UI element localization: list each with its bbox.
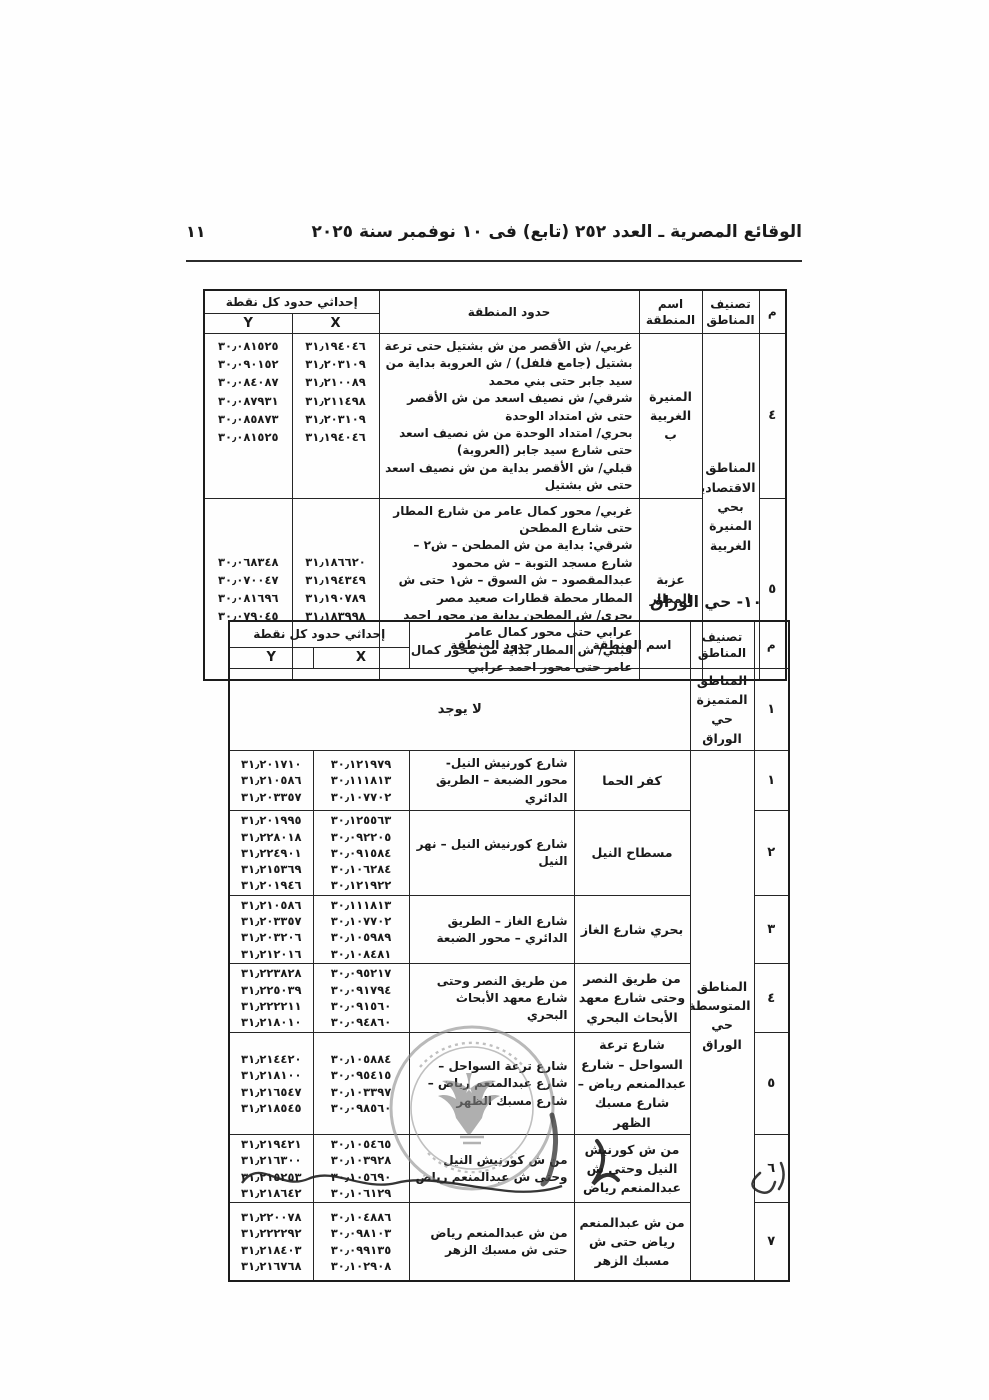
zone-bounds-cell: شارع ترعة السواحل – شارع عبدالمنعم رياض … bbox=[408, 1032, 575, 1135]
coord-x-cell: ٣٠٫١١١٨١٣ ٣٠٫١٠٧٧٠٢ ٣٠٫١٠٥٩٨٩ ٣٠٫١٠٨٤٨١ bbox=[312, 894, 410, 965]
coord-x-cell: ٣٠٫٠٩٥٢١٧ ٣٠٫٠٩١٧٩٤ ٣٠٫٠٩١٥٦٠ ٣٠٫٠٩٤٨٦٠ bbox=[312, 963, 410, 1034]
col-header-coords: إحداثي حدود كل نقطة bbox=[228, 620, 410, 648]
row-number: ٦ bbox=[753, 1133, 790, 1204]
zone-bounds-cell: من طريق النصر وحتى شارع معهد الأبحاث الب… bbox=[408, 963, 575, 1034]
coord-y-cell: ٣١٫٢١٩٤٢١ ٣١٫٢١٦٣٠٠ ٣١٫٢١٥٢٥٣ ٣١٫٢١٨٦٤٢ bbox=[228, 1133, 314, 1204]
col-header-zone-bounds: حدود المنطقة bbox=[378, 289, 640, 335]
gazette-title: الوقائع المصرية ـ العدد ٢٥٢ (تابع) فى ١٠… bbox=[311, 222, 802, 242]
zone-name-cell: بحري شارع الغاز bbox=[573, 894, 691, 965]
table-row: ٣ بحري شارع الغاز شارع الغاز – الطريق ال… bbox=[228, 894, 790, 965]
table-row: ٢ مسطاح النيل شارع كورنيش النيل – نهر ال… bbox=[228, 810, 790, 896]
table-row: ٤ من طريق النصر وحتى شارع معهد الأبحاث ا… bbox=[228, 963, 790, 1034]
col-header-classification: تصنيف المناطق bbox=[689, 620, 755, 669]
coord-x-cell: ٣٠٫١٢١٩٧٩ ٣٠٫١١١٨١٣ ٣٠٫١٠٧٧٠٢ bbox=[312, 749, 410, 812]
col-header-zone-name: اسم المنطقة bbox=[638, 289, 703, 335]
col-header-num: م bbox=[758, 289, 787, 335]
table-row: ١ المناطق المتوسطة حي الوراق كفر الحما ش… bbox=[228, 749, 790, 1282]
warraq-section-title: ١٠- حي الوراق bbox=[650, 593, 762, 611]
table-row: ١ المناطق المتميزة حي الوراق لا يوجد bbox=[228, 667, 790, 751]
page-number: ١١ bbox=[186, 222, 206, 241]
zone-name-cell: شارع ترعة السواحل – شارع عبدالمنعم رياض … bbox=[573, 1032, 691, 1135]
row-number: ٤ bbox=[758, 333, 787, 499]
col-header-coords: إحداثي حدود كل نقطة bbox=[203, 289, 380, 314]
row-number: ٢ bbox=[753, 810, 790, 896]
col-header-zone-bounds: حدود المنطقة bbox=[408, 620, 575, 669]
zone-bounds-cell: شارع كورنيش النيل – نهر النيل bbox=[408, 810, 575, 896]
classification-cell: المناطق المتميزة حي الوراق bbox=[689, 667, 755, 751]
coord-y-cell: ٣١٫٢١٤٤٢٠ ٣١٫٢١٨١٠٠ ٣١٫٢١٦٥٤٧ ٣١٫٢١٨٥٤٥ bbox=[228, 1032, 314, 1135]
coord-y-cell: ٣١٫٢٠١٩٩٥ ٣١٫٢٢٨٠١٨ ٣١٫٢٢٤٩٠١ ٣١٫٢١٥٣٦٩ … bbox=[228, 810, 314, 896]
coord-x-cell: ٣٠٫١٢٥٥٦٣ ٣٠٫٠٩٢٢٠٥ ٣٠٫٠٩١٥٨٤ ٣٠٫١٠٦٢٨٤ … bbox=[312, 810, 410, 896]
coord-y-cell: ٣١٫٢٢٠٠٧٨ ٣١٫٢٢٢٢٩٢ ٣١٫٢١٨٤٠٣ ٣١٫٢١٦٧٦٨ bbox=[228, 1202, 314, 1282]
zone-name-cell: المنيرة الغربية ب bbox=[638, 333, 703, 499]
col-header-x: X bbox=[312, 646, 410, 669]
col-header-classification: تصنيف المناطق bbox=[701, 289, 760, 335]
zone-name-cell: من ش عبدالمنعم رياض حتى ش مسبك الزهر bbox=[573, 1202, 691, 1282]
zone-name-cell: من طريق النصر وحتى شارع معهد الأبحاث الب… bbox=[573, 963, 691, 1034]
classification-cell: المناطق المتوسطة حي الوراق bbox=[689, 749, 755, 1282]
zone-bounds-cell: شارع كورنيش النيل- محور الضبعة – الطريق … bbox=[408, 749, 575, 812]
table-row: ٤ المناطق الاقتصادية بحي المنيرة الغربية… bbox=[203, 333, 787, 681]
row-number: ١ bbox=[753, 749, 790, 812]
zone-name-cell: مسطاح النيل bbox=[573, 810, 691, 896]
col-header-num: م bbox=[753, 620, 790, 669]
row-number: ١ bbox=[753, 667, 790, 751]
no-zones-note: لا يوجد bbox=[228, 667, 691, 751]
col-header-y: Y bbox=[228, 646, 314, 669]
zone-bounds-cell: من ش عبدالمنعم رياض حتى ش مسبك الزهر bbox=[408, 1202, 575, 1282]
row-number: ٣ bbox=[753, 894, 790, 965]
row-number: ٧ bbox=[753, 1202, 790, 1282]
coord-x-cell: ٣٠٫١٠٥٨٨٤ ٣٠٫٠٩٥٤١٥ ٣٠٫١٠٣٣٩٧ ٣٠٫٠٩٨٥٦٠ bbox=[312, 1032, 410, 1135]
col-header-zone-name: اسم المنطقة bbox=[573, 620, 691, 669]
row-number: ٥ bbox=[753, 1032, 790, 1135]
zone-name-cell: من ش كورنيش النيل وحتى ش عبدالمنعم رياض bbox=[573, 1133, 691, 1204]
zone-bounds-cell: من ش كورنيش النيل وحتى ش عبدالمنعم رياض bbox=[408, 1133, 575, 1204]
zone-bounds-cell: شارع الغاز – الطريق الدائري – محور الضبع… bbox=[408, 894, 575, 965]
coord-y-cell: ٣١٫٢٢٣٨٢٨ ٣١٫٢٢٥٠٣٩ ٣١٫٢٢٢٢١١ ٣١٫٢١٨٠١٠ bbox=[228, 963, 314, 1034]
coord-x-cell: ٣٠٫١٠٥٤٦٥ ٣٠٫١٠٣٩٢٨ ٣٠٫١٠٥٦٩٠ ٣٠٫١٠٦١٢٩ bbox=[312, 1133, 410, 1204]
row-number: ٤ bbox=[753, 963, 790, 1034]
col-header-x: X bbox=[291, 312, 380, 335]
header-rule bbox=[186, 260, 802, 262]
coord-y-cell: ٣١٫٢١٠٥٨٦ ٣١٫٢٠٣٣٥٧ ٣١٫٢٠٣٢٠٦ ٣١٫٢١٢٠١٦ bbox=[228, 894, 314, 965]
warraq-zones-table: م تصنيف المناطق اسم المنطقة حدود المنطقة… bbox=[228, 620, 791, 1282]
page-header: الوقائع المصرية ـ العدد ٢٥٢ (تابع) فى ١٠… bbox=[186, 222, 802, 242]
coord-x-cell: ٣١٫١٩٤٠٤٦ ٣١٫٢٠٣١٠٩ ٣١٫٢١٠٠٨٩ ٣١٫٢١١٤٩٨ … bbox=[291, 333, 380, 499]
zone-name-cell: كفر الحما bbox=[573, 749, 691, 812]
zone-bounds-cell: غربي/ ش الأقصر من ش بشتيل حتى ترعة بشتيل… bbox=[378, 333, 640, 499]
col-header-y: Y bbox=[203, 312, 293, 335]
coord-x-cell: ٣٠٫١٠٤٨٨٦ ٣٠٫٠٩٨١٠٣ ٣٠٫٠٩٩١٣٥ ٣٠٫١٠٢٩٠٨ bbox=[312, 1202, 410, 1282]
coord-y-cell: ٣١٫٢٠١٧١٠ ٣١٫٢١٠٥٨٦ ٣١٫٢٠٣٣٥٧ bbox=[228, 749, 314, 812]
table-row: ٧ من ش عبدالمنعم رياض حتى ش مسبك الزهر م… bbox=[228, 1202, 790, 1282]
coord-y-cell: ٣٠٫٠٨١٥٢٥ ٣٠٫٠٩٠١٥٢ ٣٠٫٠٨٤٠٨٧ ٣٠٫٠٨٧٩٣١ … bbox=[203, 333, 293, 499]
